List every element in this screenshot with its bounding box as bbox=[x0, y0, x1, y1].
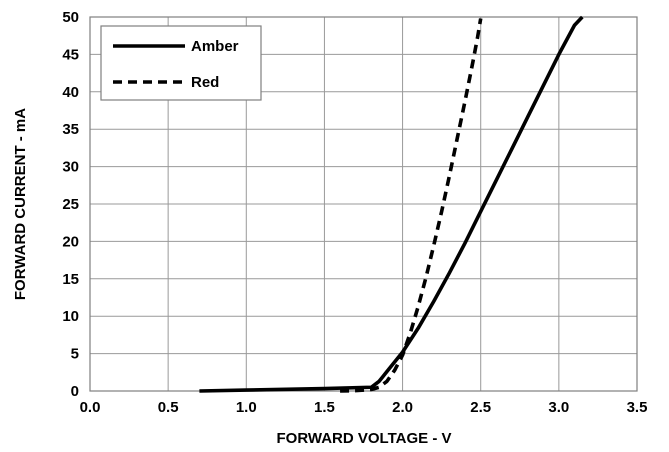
y-tick-label: 5 bbox=[71, 346, 79, 363]
y-tick-label: 40 bbox=[62, 84, 79, 101]
legend: Amber Red bbox=[100, 25, 262, 101]
legend-box bbox=[100, 25, 262, 101]
y-tick-label: 25 bbox=[62, 196, 79, 213]
y-tick-label: 30 bbox=[62, 159, 79, 176]
legend-label-red: Red bbox=[191, 74, 219, 91]
y-tick-label: 45 bbox=[62, 46, 79, 63]
x-tick-label: 2.5 bbox=[470, 399, 491, 416]
y-tick-labels: 0 5 10 15 20 25 30 35 40 45 50 bbox=[62, 9, 79, 400]
y-axis-title: FORWARD CURRENT - mA bbox=[12, 108, 29, 300]
y-tick-label: 0 bbox=[71, 383, 79, 400]
y-tick-label: 50 bbox=[62, 9, 79, 26]
x-axis-title: FORWARD VOLTAGE - V bbox=[277, 430, 452, 447]
series-group bbox=[199, 15, 584, 393]
x-tick-label: 0.5 bbox=[158, 399, 179, 416]
x-tick-label: 2.0 bbox=[392, 399, 413, 416]
x-tick-label: 3.0 bbox=[548, 399, 569, 416]
series-line-red bbox=[340, 18, 483, 393]
legend-label-amber: Amber bbox=[191, 38, 239, 55]
x-tick-label: 0.0 bbox=[80, 399, 101, 416]
series-line-amber bbox=[199, 15, 584, 393]
x-tick-label: 1.0 bbox=[236, 399, 257, 416]
y-tick-label: 15 bbox=[62, 271, 79, 288]
y-tick-label: 20 bbox=[62, 233, 79, 250]
x-tick-label: 1.5 bbox=[314, 399, 335, 416]
x-tick-labels: 0.0 0.5 1.0 1.5 2.0 2.5 3.0 3.5 bbox=[80, 399, 648, 416]
x-tick-label: 3.5 bbox=[627, 399, 648, 416]
grid bbox=[89, 16, 638, 392]
y-tick-label: 35 bbox=[62, 121, 79, 138]
y-tick-label: 10 bbox=[62, 308, 79, 325]
